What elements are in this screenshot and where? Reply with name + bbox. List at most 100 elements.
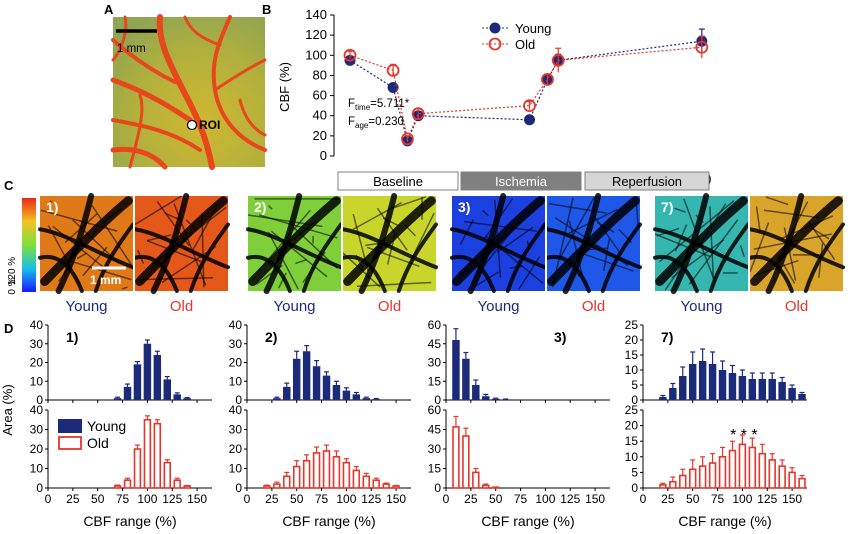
capillary-shadow	[755, 206, 761, 234]
capillary-shadow	[548, 202, 607, 214]
vessel-shadow	[301, 222, 343, 293]
capillary-shadow	[91, 205, 132, 265]
capillary-shadow	[72, 219, 120, 264]
series-line	[349, 40, 702, 143]
bar-young	[283, 386, 291, 400]
bar-old	[292, 465, 301, 489]
bar-old	[659, 484, 667, 489]
time-label: 1)	[46, 199, 58, 215]
vessel-shadow	[246, 254, 292, 293]
b-y-tick-label: 0	[320, 148, 327, 163]
d-y-tick-label: 15	[428, 462, 442, 476]
series-old	[343, 35, 709, 146]
bar-young	[708, 364, 717, 400]
d-y-tick-label: 30	[30, 423, 44, 437]
vessel-shadow	[246, 227, 343, 270]
d-y-tick-label: 25	[625, 318, 639, 332]
capillary-shadow	[763, 209, 820, 219]
d-y-tick-label: 40	[30, 403, 44, 417]
d-y-tick-label: 20	[30, 356, 44, 370]
d-x-tick-label: 25	[265, 492, 279, 506]
bar-young	[452, 340, 460, 400]
bar-old	[728, 449, 737, 489]
bar-old	[322, 450, 331, 489]
capillary-shadow	[482, 209, 489, 217]
bar-old	[392, 485, 400, 489]
bar-young	[659, 397, 667, 400]
d-y-tick-label: 10	[625, 450, 639, 464]
significance-marker: * * *	[730, 427, 758, 444]
group-1: 1) Young Old 1 mm	[38, 193, 230, 315]
d-x-tick-label: 150	[386, 492, 406, 506]
bar-old	[273, 483, 281, 489]
capillary-shadow	[342, 252, 381, 288]
capillary-shadow	[352, 213, 369, 272]
capillary-shadow	[783, 227, 797, 281]
capillary-shadow	[695, 214, 704, 224]
capillary-shadow	[782, 264, 796, 284]
bar-old	[758, 452, 767, 489]
capillary-shadow	[247, 214, 323, 228]
vessel-shadow	[450, 254, 496, 293]
d-x-tick-label: 100	[137, 492, 157, 506]
capillary-shadow	[156, 201, 190, 246]
capillary-shadow	[458, 232, 510, 274]
capillary-shadow	[356, 281, 432, 287]
bar-young	[462, 358, 470, 400]
capillary-shadow	[149, 206, 227, 267]
capillary-shadow	[654, 233, 712, 258]
bar-old	[679, 474, 687, 489]
capillary-shadow	[656, 227, 680, 237]
d-y-tick-label: 45	[428, 337, 442, 351]
d-y-tick-label: 20	[625, 419, 639, 433]
capillary-shadow	[185, 219, 196, 230]
d-x-tick-label: 75	[514, 492, 528, 506]
capillary-shadow	[166, 229, 178, 258]
d-y-tick-label: 10	[229, 462, 243, 476]
bar-young	[113, 398, 122, 400]
timepoint-label: 2)	[265, 329, 277, 345]
d-y-tick-label: 15	[428, 374, 442, 388]
capillary-shadow	[352, 201, 402, 230]
d-y-tick-label: 30	[229, 423, 243, 437]
roi-label: ROI	[199, 118, 220, 132]
vessel-shadow	[38, 254, 84, 293]
capillary-shadow	[659, 200, 735, 263]
bar-young	[372, 399, 380, 400]
d-y-tick-label: 10	[625, 363, 639, 377]
old-label: Old	[785, 298, 808, 315]
panel-label-d: D	[4, 321, 13, 336]
vessel-shadow	[653, 227, 750, 270]
capillary-shadow	[509, 265, 523, 269]
d-y-tick-label: 15	[625, 348, 639, 362]
capillary-shadow	[463, 220, 537, 232]
data-point	[343, 48, 357, 62]
bar-old	[788, 471, 796, 489]
bar-young	[778, 382, 786, 400]
capillary-shadow	[596, 221, 615, 233]
capillary-shadow	[146, 239, 202, 263]
capillary-shadow	[278, 272, 287, 289]
bar-young	[491, 398, 500, 400]
vessel-shadow	[467, 193, 507, 294]
bar-young	[788, 388, 796, 400]
vessel-shadow	[765, 193, 805, 294]
d-x-tick-label: 150	[782, 492, 802, 506]
capillary-shadow	[749, 222, 770, 273]
vessel-shadow	[452, 196, 545, 286]
bar-young	[342, 390, 351, 400]
capillary-shadow	[76, 252, 87, 260]
bar-old	[183, 485, 191, 489]
capillary-shadow	[568, 220, 584, 276]
bar-young	[768, 379, 776, 400]
b-y-tick-label: 140	[305, 7, 327, 22]
capillary-shadow	[161, 245, 217, 284]
d-x-tick-label: 125	[757, 492, 777, 506]
bar-old	[302, 459, 311, 489]
bar-old	[173, 479, 181, 489]
vessel-shadow	[505, 222, 547, 293]
d-y-tick-label: 5	[631, 465, 638, 479]
